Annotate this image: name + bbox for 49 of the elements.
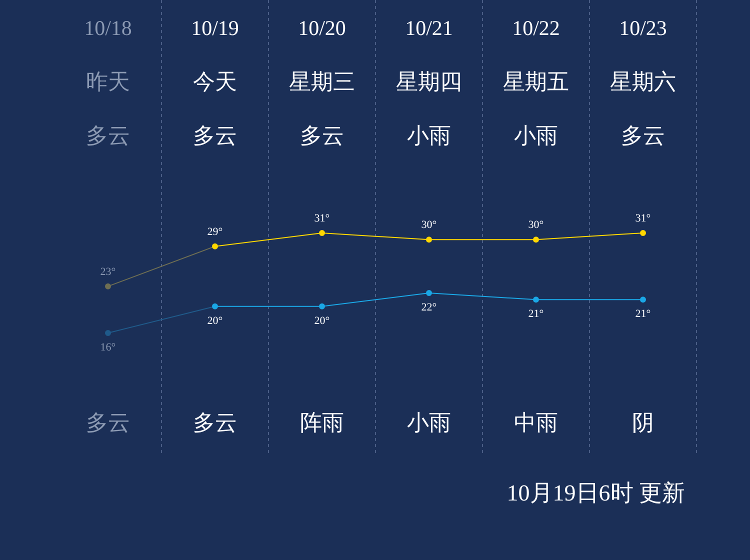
text: 10月19日6时 更新	[506, 480, 685, 506]
data-label: 30°	[528, 219, 544, 232]
text: 阵雨	[300, 410, 344, 436]
data-label: 30°	[421, 219, 437, 232]
data-label: 29°	[207, 226, 223, 238]
point	[105, 330, 111, 336]
text: 多云	[86, 410, 130, 436]
text: 星期三	[289, 69, 355, 94]
data-label: 21°	[528, 308, 544, 320]
point	[640, 230, 646, 236]
point	[640, 296, 646, 303]
data-label: 31°	[314, 212, 330, 225]
text: 小雨	[407, 410, 451, 436]
text: 昨天	[86, 69, 130, 94]
point	[426, 236, 432, 243]
x-tick-label: 10/19	[191, 16, 239, 40]
text: 多云	[86, 123, 130, 148]
text: 多云	[193, 123, 237, 148]
point	[319, 303, 325, 310]
point	[212, 303, 218, 310]
text: 中雨	[514, 410, 558, 436]
x-tick-label: 10/22	[512, 16, 560, 40]
text: 阴	[632, 410, 654, 436]
text: 小雨	[407, 123, 451, 148]
point	[426, 290, 432, 296]
data-label: 23°	[100, 266, 116, 278]
x-tick-label: 10/23	[619, 16, 667, 40]
x-tick-label: 10/21	[405, 16, 453, 40]
x-tick-label: 10/20	[298, 16, 346, 40]
point	[533, 296, 539, 303]
text: 多云	[193, 410, 237, 436]
data-label: 21°	[635, 308, 651, 320]
text: 星期五	[503, 69, 569, 94]
x-tick-label: 10/18	[84, 16, 132, 40]
data-label: 31°	[635, 212, 651, 225]
text: 星期四	[396, 69, 462, 94]
data-label: 20°	[314, 314, 330, 327]
text: 多云	[621, 123, 665, 148]
point	[105, 283, 111, 290]
point	[319, 230, 325, 236]
text: 星期六	[610, 69, 676, 94]
point	[533, 236, 539, 243]
text: 小雨	[514, 123, 558, 148]
text: 今天	[193, 69, 237, 94]
data-label: 22°	[421, 302, 437, 314]
point	[212, 243, 218, 250]
text: 多云	[300, 123, 344, 148]
data-label: 16°	[100, 342, 116, 354]
data-label: 20°	[207, 314, 223, 327]
